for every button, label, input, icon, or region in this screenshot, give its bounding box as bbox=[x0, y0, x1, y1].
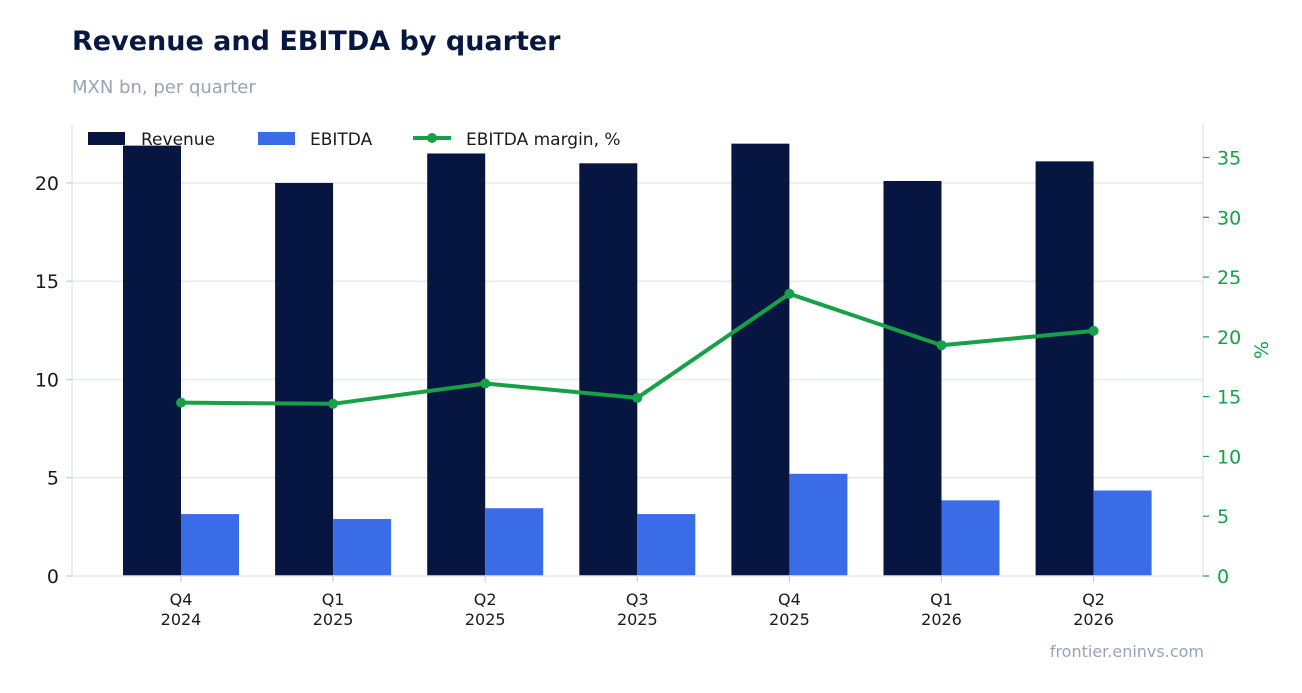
x-tick-label-year: 2025 bbox=[465, 610, 506, 629]
ebitda-margin-point bbox=[784, 288, 795, 299]
legend-swatch-revenue bbox=[88, 132, 125, 145]
ebitda-margin-point bbox=[936, 340, 947, 351]
ebitda-bar bbox=[485, 508, 544, 576]
left-tick-label: 0 bbox=[47, 566, 59, 588]
ebitda-bar bbox=[637, 514, 696, 576]
revenue-bar bbox=[731, 143, 790, 577]
x-tick-label-quarter: Q1 bbox=[930, 590, 953, 609]
ebitda-bar bbox=[789, 473, 848, 576]
x-tick-label-year: 2026 bbox=[921, 610, 962, 629]
bars bbox=[123, 143, 1152, 577]
margin-line-layer bbox=[176, 288, 1099, 409]
legend-swatch-margin-marker bbox=[427, 133, 437, 143]
right-axis-label: % bbox=[1251, 341, 1273, 359]
revenue-bar bbox=[427, 153, 486, 576]
x-tick-label-year: 2025 bbox=[313, 610, 354, 629]
x-tick-label-year: 2024 bbox=[161, 610, 202, 629]
legend-label-ebitda: EBITDA bbox=[310, 130, 373, 150]
left-tick-label: 20 bbox=[35, 173, 59, 195]
right-tick-label: 30 bbox=[1217, 207, 1241, 229]
x-tick-label-year: 2026 bbox=[1073, 610, 1114, 629]
right-tick-label: 5 bbox=[1217, 506, 1229, 528]
x-tick-label-quarter: Q1 bbox=[322, 590, 345, 609]
ebitda-bar bbox=[1093, 490, 1152, 576]
ebitda-margin-point bbox=[632, 392, 643, 403]
revenue-bar bbox=[579, 163, 638, 576]
ebitda-margin-point bbox=[1088, 325, 1099, 336]
right-tick-label: 15 bbox=[1217, 387, 1241, 409]
ebitda-bar bbox=[333, 519, 392, 576]
x-tick-label-quarter: Q2 bbox=[1082, 590, 1105, 609]
left-tick-label: 15 bbox=[35, 271, 59, 293]
x-tick-label-quarter: Q3 bbox=[626, 590, 649, 609]
x-tick-label-year: 2025 bbox=[617, 610, 658, 629]
x-tick-label-quarter: Q4 bbox=[778, 590, 801, 609]
left-tick-label: 10 bbox=[35, 369, 59, 391]
legend: Revenue EBITDA EBITDA margin, % bbox=[88, 130, 621, 150]
chart-subtitle: MXN bn, per quarter bbox=[72, 77, 256, 98]
ebitda-margin-point bbox=[176, 397, 186, 408]
right-tick-label: 0 bbox=[1217, 566, 1229, 588]
right-tick-label: 10 bbox=[1217, 446, 1241, 468]
x-tick-label-quarter: Q2 bbox=[474, 590, 497, 609]
legend-label-revenue: Revenue bbox=[141, 130, 215, 150]
ebitda-bar bbox=[941, 500, 1000, 576]
revenue-bar bbox=[123, 145, 181, 577]
ebitda-bar bbox=[181, 514, 239, 576]
ebitda-margin-point bbox=[328, 398, 339, 409]
x-tick-label-quarter: Q4 bbox=[170, 590, 193, 609]
chart-title: Revenue and EBITDA by quarter bbox=[72, 26, 561, 57]
legend-swatch-ebitda bbox=[258, 132, 295, 145]
x-tick-label-year: 2025 bbox=[769, 610, 810, 629]
revenue-bar bbox=[883, 180, 942, 576]
right-tick-label: 20 bbox=[1217, 327, 1241, 349]
ebitda-margin-point bbox=[480, 378, 491, 389]
right-tick-label: 25 bbox=[1217, 267, 1241, 289]
legend-label-margin: EBITDA margin, % bbox=[466, 130, 621, 150]
revenue-bar bbox=[275, 182, 334, 576]
left-tick-label: 5 bbox=[47, 468, 59, 490]
right-tick-label: 35 bbox=[1217, 147, 1241, 169]
grid-lines bbox=[72, 182, 1203, 479]
revenue-bar bbox=[1035, 161, 1094, 577]
axes: 0510152005101520253035%Q42024Q12025Q2202… bbox=[35, 124, 1273, 629]
source-label: frontier.eninvs.com bbox=[1049, 642, 1204, 661]
